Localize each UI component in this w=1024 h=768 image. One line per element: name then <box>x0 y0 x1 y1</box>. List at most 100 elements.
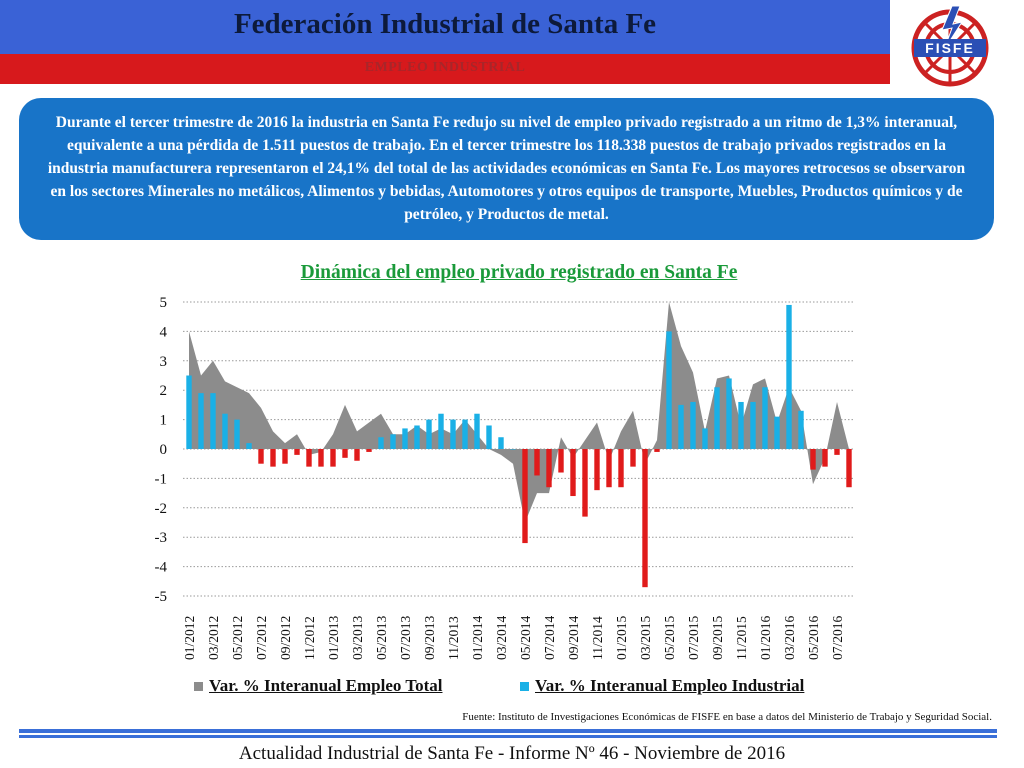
bar-industrial <box>426 419 432 449</box>
y-tick-label: -3 <box>155 530 168 546</box>
x-tick-label: 07/2015 <box>686 615 701 660</box>
legend-label-total: Var. % Interanual Empleo Total <box>209 676 443 695</box>
x-tick-label: 05/2014 <box>518 615 533 660</box>
bar-industrial <box>210 393 216 449</box>
bar-industrial <box>246 443 252 449</box>
bar-industrial <box>282 449 288 464</box>
legend-item-industrial: Var. % Interanual Empleo Industrial <box>520 676 804 696</box>
y-tick-label: 0 <box>160 442 168 458</box>
chart-title-wrap: Dinámica del empleo privado registrado e… <box>0 262 1024 284</box>
bar-industrial <box>570 449 576 497</box>
x-tick-label: 05/2015 <box>662 615 677 660</box>
bar-industrial <box>822 449 828 467</box>
bar-industrial <box>414 425 420 449</box>
x-tick-label: 09/2015 <box>710 615 725 660</box>
y-tick-label: 5 <box>160 295 168 311</box>
bar-industrial <box>306 449 312 467</box>
bar-industrial <box>474 413 480 449</box>
x-tick-label: 05/2016 <box>806 615 821 660</box>
y-tick-label: -1 <box>155 471 168 487</box>
bar-industrial <box>510 449 516 450</box>
area-total <box>189 302 849 523</box>
footer-text: Actualidad Industrial de Santa Fe - Info… <box>238 743 786 764</box>
y-tick-label: 2 <box>160 383 168 399</box>
y-tick-label: -4 <box>155 560 168 576</box>
y-tick-label: -2 <box>155 501 168 517</box>
bar-industrial <box>702 428 708 449</box>
bar-industrial <box>834 449 840 455</box>
x-tick-label: 09/2012 <box>278 616 293 660</box>
x-tick-label: 09/2014 <box>566 615 581 660</box>
chart-legend: Var. % Interanual Empleo Total Var. % In… <box>0 676 1024 698</box>
bar-industrial <box>594 449 600 491</box>
bar-industrial <box>654 449 660 452</box>
bar-industrial <box>378 437 384 449</box>
x-tick-label: 11/2012 <box>302 616 317 660</box>
bar-industrial <box>270 449 276 467</box>
legend-swatch-industrial <box>520 681 529 691</box>
x-tick-label: 03/2013 <box>350 615 365 660</box>
bar-industrial <box>522 449 528 544</box>
bar-industrial <box>450 419 456 449</box>
bar-industrial <box>186 375 192 449</box>
bar-industrial <box>786 304 792 449</box>
bar-industrial <box>486 425 492 449</box>
bar-industrial <box>318 449 324 467</box>
bar-industrial <box>402 428 408 449</box>
x-tick-label: 11/2014 <box>590 616 605 660</box>
page-title: Federación Industrial de Santa Fe <box>233 8 657 40</box>
x-tick-label: 03/2016 <box>782 615 797 660</box>
y-tick-label: -5 <box>155 589 168 605</box>
bar-industrial <box>738 401 744 449</box>
bar-industrial <box>606 449 612 488</box>
bar-industrial <box>354 449 360 461</box>
x-tick-label: 07/2016 <box>830 615 845 660</box>
bar-industrial <box>798 410 804 449</box>
x-tick-label: 03/2015 <box>638 615 653 660</box>
logo-text: FISFE <box>925 40 975 56</box>
chart-title: Dinámica del empleo privado registrado e… <box>300 262 738 283</box>
y-tick-label: 3 <box>160 354 168 370</box>
bar-industrial <box>234 419 240 449</box>
x-tick-label: 11/2013 <box>446 616 461 660</box>
bar-industrial <box>390 434 396 449</box>
bar-series-industrial <box>186 304 852 588</box>
x-tick-label: 11/2015 <box>734 616 749 660</box>
y-axis-labels: 5 4 3 2 1 0 -1 -2 -3 -4 -5 <box>155 295 168 605</box>
y-tick-label: 1 <box>160 413 168 429</box>
footer-bar-bottom <box>19 735 997 738</box>
bar-industrial <box>618 449 624 488</box>
legend-swatch-total <box>194 681 203 691</box>
x-tick-label: 03/2012 <box>206 616 221 660</box>
bar-industrial <box>258 449 264 464</box>
bar-industrial <box>726 378 732 449</box>
bar-industrial <box>582 449 588 517</box>
legend-item-total: Var. % Interanual Empleo Total <box>194 676 442 696</box>
bar-industrial <box>294 449 300 455</box>
x-tick-label: 01/2012 <box>182 616 197 660</box>
bar-industrial <box>546 449 552 488</box>
header-red-band <box>0 54 890 84</box>
bar-industrial <box>642 449 648 588</box>
intro-textbox: Durante el tercer trimestre de 2016 la i… <box>19 98 994 240</box>
bar-industrial <box>714 387 720 449</box>
bar-industrial <box>534 449 540 476</box>
bar-industrial <box>342 449 348 458</box>
bar-industrial <box>810 449 816 470</box>
x-axis-labels: 01/2012 03/2012 05/2012 07/2012 09/2012 11/20… <box>182 615 845 660</box>
bar-industrial <box>438 413 444 449</box>
bar-industrial <box>846 449 852 488</box>
area-series-total <box>189 302 849 523</box>
bar-industrial <box>366 449 372 452</box>
x-tick-label: 07/2014 <box>542 615 557 660</box>
bar-industrial <box>462 419 468 449</box>
x-tick-label: 05/2012 <box>230 616 245 660</box>
bar-industrial <box>498 437 504 449</box>
x-tick-label: 01/2015 <box>614 615 629 660</box>
bar-industrial <box>678 404 684 449</box>
bar-industrial <box>222 413 228 449</box>
x-tick-label: 01/2016 <box>758 615 773 660</box>
fisfe-logo: FISFE <box>911 5 989 87</box>
bar-industrial <box>774 416 780 449</box>
